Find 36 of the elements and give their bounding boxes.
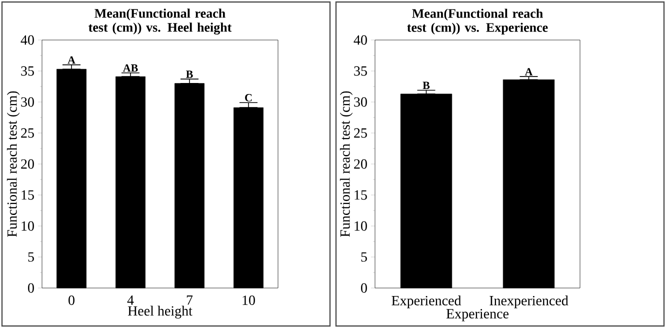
y-tick-label: 15 (22, 190, 34, 200)
x-tick-label: 10 (242, 296, 255, 305)
chart-title: Mean(Functional reach test (cm)) vs. Heel height (88, 8, 232, 35)
y-tick-label: 10 (354, 221, 367, 231)
annotation: B (186, 70, 193, 78)
x-axis-title: Experience (446, 309, 509, 322)
x-tick-label: 4 (127, 296, 134, 305)
y-axis-title: Functional reach test (cm) (6, 91, 20, 237)
y-tick-label: 30 (354, 97, 367, 107)
y-tick-label: 10 (22, 221, 34, 231)
y-tick-label: 35 (354, 66, 367, 76)
x-tick-label: 7 (186, 296, 193, 305)
x-tick-label: Inexperienced (490, 296, 568, 308)
y-tick-label: 30 (21, 97, 34, 107)
y-tick-label: 35 (21, 66, 34, 76)
x-axis-title: Heel height (128, 306, 192, 319)
annotation: C (245, 94, 252, 102)
y-tick-label: 15 (354, 190, 367, 200)
y-tick-label: 20 (21, 159, 34, 169)
y-axis-title: Functional reach test (cm) (340, 91, 353, 237)
x-tick-label: 0 (68, 296, 74, 305)
annotation: AB (122, 64, 138, 72)
annotation: A (524, 68, 533, 76)
y-tick-label: 5 (28, 252, 34, 262)
x-tick-label: Experienced (392, 296, 462, 308)
y-tick-label: 40 (354, 35, 367, 45)
y-tick-label: 40 (20, 35, 34, 45)
annotation: A (68, 56, 76, 64)
y-tick-label: 5 (361, 252, 367, 262)
y-tick-label: 25 (354, 128, 367, 138)
y-tick-label: 0 (361, 283, 367, 293)
chart-title: Mean(Functional reach test (cm)) vs. Experience (407, 8, 548, 34)
y-tick-label: 25 (21, 128, 34, 138)
annotation: B (422, 82, 430, 90)
y-tick-label: 0 (28, 283, 34, 293)
y-tick-label: 20 (354, 159, 367, 169)
